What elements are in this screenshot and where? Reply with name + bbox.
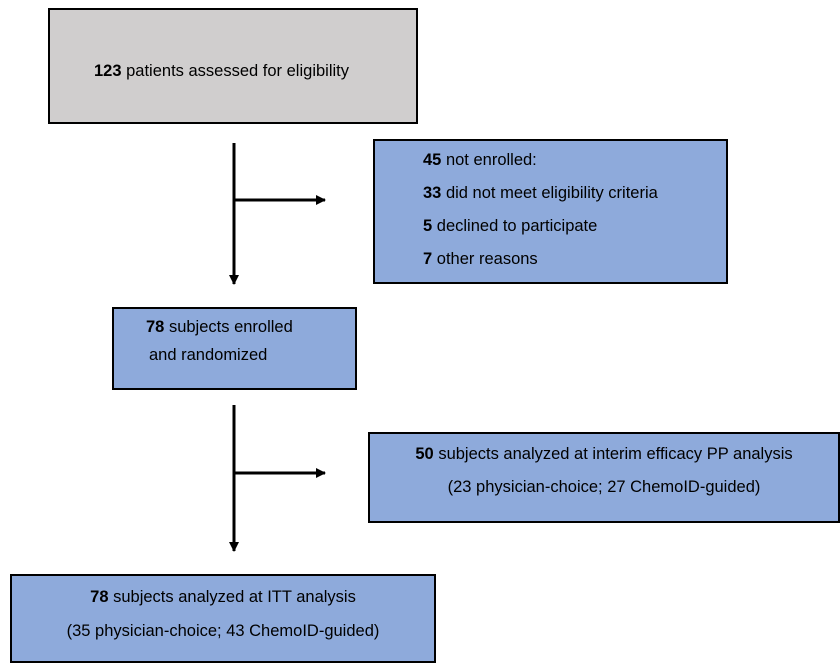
box-text: (35 physician-choice; 43 ChemoID-guided) xyxy=(12,622,434,641)
label: and randomized xyxy=(149,346,268,364)
box: 45 not enrolled: 33 did not meet eligibi… xyxy=(373,139,728,284)
label: patients assessed for eligibility xyxy=(126,62,349,80)
box-text: 78 subjects analyzed at ITT analysis xyxy=(12,588,434,607)
box-text: 33 did not meet eligibility criteria xyxy=(423,184,658,203)
box-text: 5 declined to participate xyxy=(423,217,597,236)
count: 5 xyxy=(423,217,433,235)
count: 7 xyxy=(423,250,433,268)
label: not enrolled: xyxy=(445,151,537,169)
box: 78 subjects enrolled and randomized xyxy=(112,307,357,390)
count: 78 xyxy=(90,588,109,606)
box: 50 subjects analyzed at interim efficacy… xyxy=(368,432,840,523)
box-text: 50 subjects analyzed at interim efficacy… xyxy=(370,445,838,464)
label: did not meet eligibility criteria xyxy=(445,184,658,202)
box-text: 45 not enrolled: xyxy=(423,151,537,170)
box-text: 123 patients assessed for eligibility xyxy=(94,62,349,81)
box-text: (23 physician-choice; 27 ChemoID-guided) xyxy=(370,478,838,497)
label: subjects enrolled xyxy=(168,318,293,336)
label: declined to participate xyxy=(436,217,598,235)
count: 33 xyxy=(423,184,442,202)
count: 50 xyxy=(415,445,434,463)
count: 45 xyxy=(423,151,442,169)
label: subjects analyzed at ITT analysis xyxy=(113,588,356,606)
label: (23 physician-choice; 27 ChemoID-guided) xyxy=(447,478,761,496)
box-text: and randomized xyxy=(149,346,267,365)
label: (35 physician-choice; 43 ChemoID-guided) xyxy=(66,622,380,640)
count: 123 xyxy=(94,62,122,80)
box-text: 78 subjects enrolled xyxy=(146,318,293,337)
box: 78 subjects analyzed at ITT analysis (35… xyxy=(10,574,436,663)
count: 78 xyxy=(146,318,165,336)
label: other reasons xyxy=(436,250,538,268)
box-text: 7 other reasons xyxy=(423,250,538,269)
box: 123 patients assessed for eligibility xyxy=(48,8,418,124)
label: subjects analyzed at interim efficacy PP… xyxy=(438,445,793,463)
